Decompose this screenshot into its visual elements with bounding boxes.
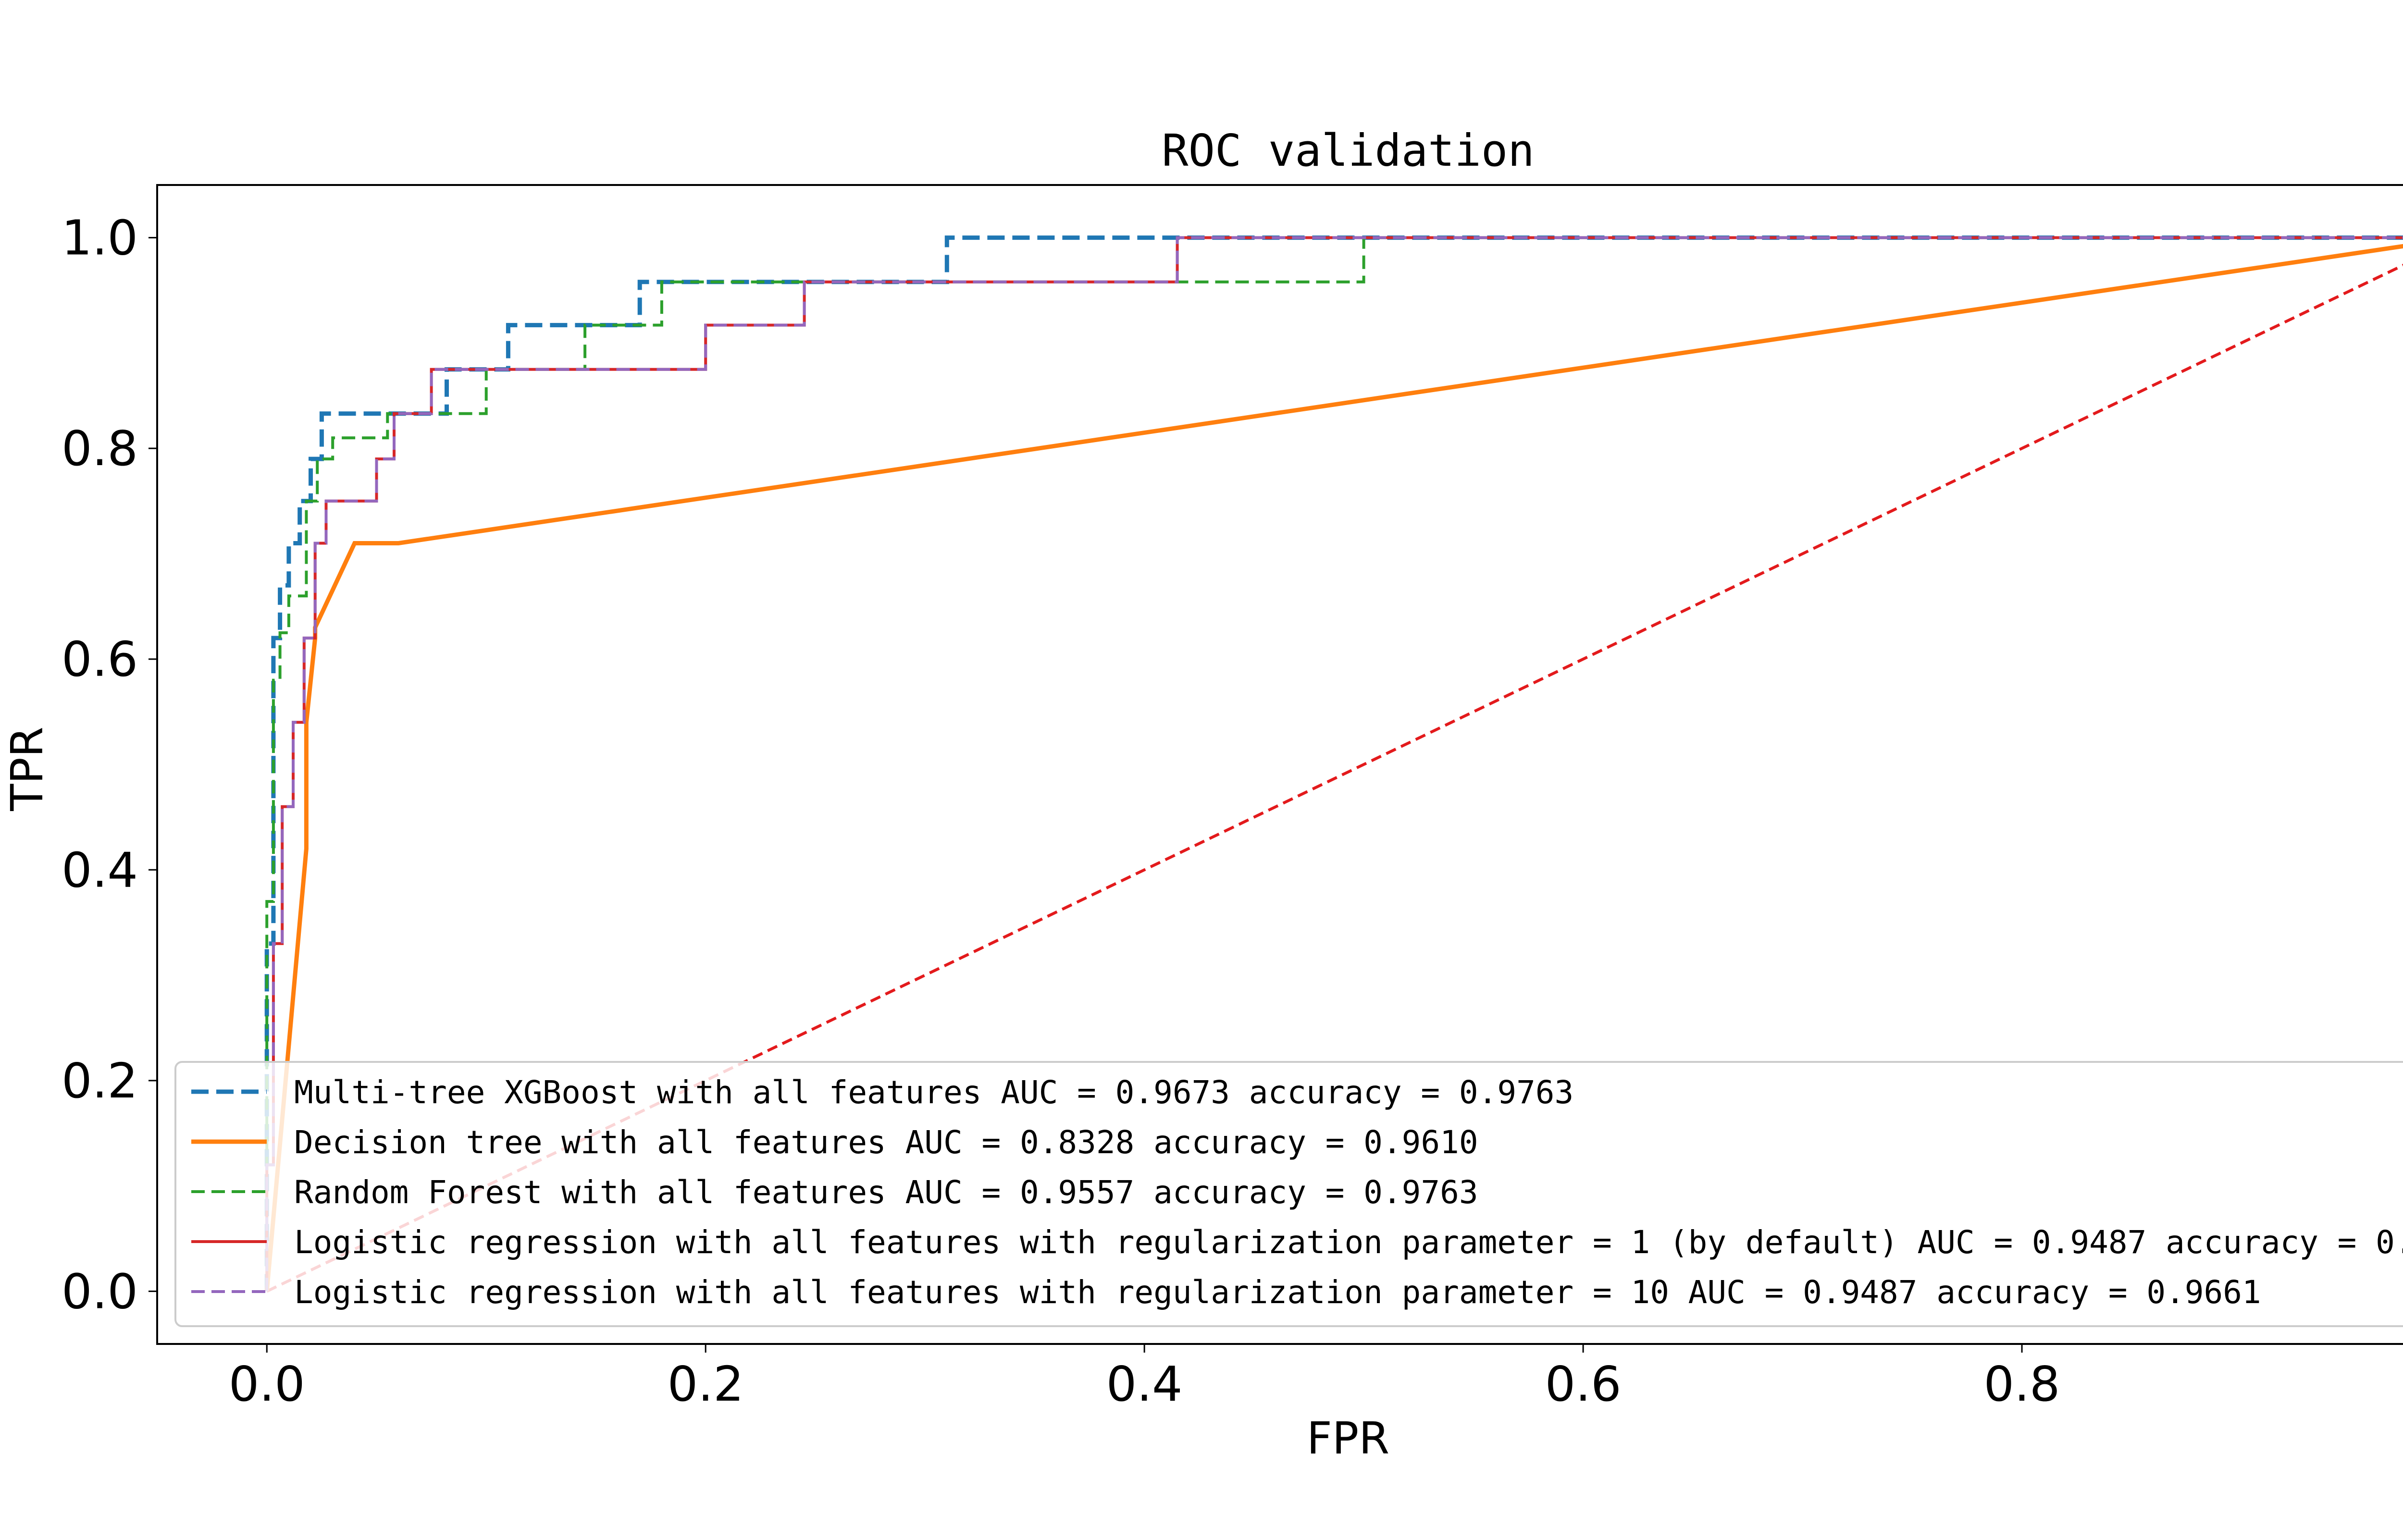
y-tick-label: 0.0 bbox=[62, 1263, 138, 1319]
chart-title: ROC validation bbox=[1162, 125, 1534, 176]
plot-frame bbox=[156, 184, 2403, 1345]
legend-label-3: Logistic regression with all features wi… bbox=[294, 1224, 2403, 1261]
series-line-0 bbox=[264, 235, 2403, 1292]
y-axis-ticks: 0.0 0.2 0.4 0.6 0.8 1.0 bbox=[62, 210, 157, 1319]
x-tick-label: 0.8 bbox=[1984, 1356, 2060, 1412]
series-line-4 bbox=[265, 236, 2403, 1292]
x-tick-label: 0.6 bbox=[1545, 1356, 1622, 1412]
legend-box bbox=[174, 1061, 2403, 1327]
y-tick-label: 0.6 bbox=[62, 631, 138, 688]
series-layer bbox=[264, 235, 2403, 1293]
series-line-5 bbox=[266, 263, 2403, 1293]
y-tick-label: 1.0 bbox=[62, 210, 138, 266]
x-tick-label: 0.2 bbox=[668, 1356, 744, 1412]
legend-entries: Multi-tree XGBoost with all features AUC… bbox=[191, 1074, 2403, 1311]
legend-label-2: Random Forest with all features AUC = 0.… bbox=[294, 1174, 1478, 1211]
y-axis-label: TPR bbox=[1, 727, 53, 812]
y-tick-label: 0.4 bbox=[62, 842, 138, 898]
legend: Multi-tree XGBoost with all features AUC… bbox=[174, 1061, 2403, 1327]
legend-label-1: Decision tree with all features AUC = 0.… bbox=[294, 1124, 1478, 1161]
series-line-2 bbox=[265, 236, 2403, 1292]
x-axis-ticks: 0.00.20.40.60.81.0 bbox=[229, 1344, 2060, 1412]
x-axis-label: FPR bbox=[1307, 1413, 1389, 1464]
legend-label-0: Multi-tree XGBoost with all features AUC… bbox=[294, 1074, 1573, 1111]
x-tick-label: 0.4 bbox=[1106, 1356, 1183, 1412]
y-tick-label: 0.2 bbox=[62, 1053, 138, 1109]
legend-label-4: Logistic regression with all features wi… bbox=[294, 1274, 2261, 1311]
x-tick-label: 0.0 bbox=[229, 1356, 305, 1412]
y-tick-label: 0.8 bbox=[62, 420, 138, 477]
